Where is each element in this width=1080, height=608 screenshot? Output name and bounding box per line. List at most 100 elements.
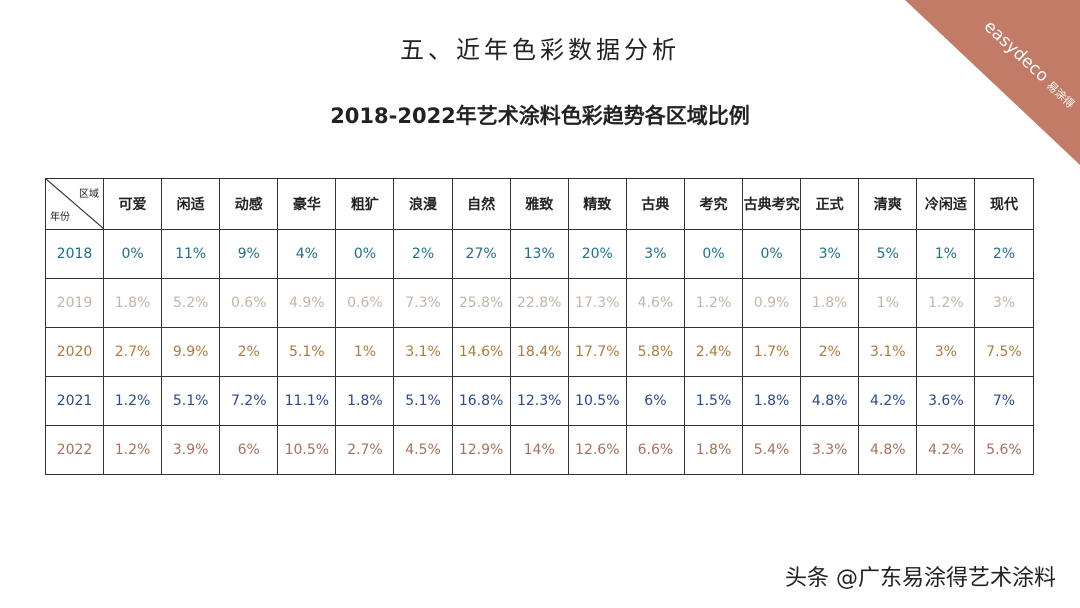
value-cell: 0.9% bbox=[742, 278, 802, 328]
value-cell: 6.6% bbox=[625, 425, 685, 475]
value-cell: 7% bbox=[974, 376, 1034, 426]
corner-cell: 区域 年份 bbox=[45, 178, 104, 230]
value-cell: 12.6% bbox=[567, 425, 627, 475]
value-cell: 1.8% bbox=[335, 376, 395, 426]
year-cell: 2018 bbox=[45, 229, 104, 279]
logo-corner: easydeco 易涂得 bbox=[905, 0, 1080, 165]
value-cell: 1.8% bbox=[742, 376, 802, 426]
value-cell: 0% bbox=[102, 229, 163, 279]
value-cell: 2% bbox=[974, 229, 1034, 279]
value-cell: 5.2% bbox=[161, 278, 221, 328]
value-cell: 3.6% bbox=[916, 376, 976, 426]
column-header: 可爱 bbox=[102, 178, 163, 230]
data-row: 2021 1.2% 5.1% 7.2% 11.1% 1.8% 5.1% 16.8% 12.3% 1… bbox=[45, 376, 1034, 426]
value-cell: 1.8% bbox=[102, 278, 163, 328]
value-cell: 4.5% bbox=[393, 425, 453, 475]
value-cell: 5.8% bbox=[625, 327, 685, 377]
column-header: 浪漫 bbox=[393, 178, 453, 230]
value-cell: 4.9% bbox=[277, 278, 337, 328]
column-header: 正式 bbox=[800, 178, 860, 230]
value-cell: 1.2% bbox=[916, 278, 976, 328]
value-cell: 2.7% bbox=[102, 327, 163, 377]
value-cell: 5.1% bbox=[161, 376, 221, 426]
watermark: 头条 @广东易涂得艺术涂料 bbox=[785, 566, 1056, 591]
value-cell: 6% bbox=[625, 376, 685, 426]
value-cell: 1% bbox=[335, 327, 395, 377]
value-cell: 27% bbox=[451, 229, 511, 279]
value-cell: 3.3% bbox=[800, 425, 860, 475]
value-cell: 4% bbox=[277, 229, 337, 279]
value-cell: 3% bbox=[625, 229, 685, 279]
value-cell: 5.6% bbox=[974, 425, 1034, 475]
value-cell: 1% bbox=[916, 229, 976, 279]
value-cell: 20% bbox=[567, 229, 627, 279]
value-cell: 2.7% bbox=[335, 425, 395, 475]
data-row: 2018 0% 11% 9% 4% 0% 2% 27% 13% 20% 3% 0% 0% 3% 5% 1% 2% bbox=[45, 229, 1034, 279]
value-cell: 4.2% bbox=[858, 376, 918, 426]
value-cell: 2% bbox=[219, 327, 279, 377]
value-cell: 1.2% bbox=[102, 376, 163, 426]
value-cell: 3% bbox=[916, 327, 976, 377]
year-cell: 2020 bbox=[45, 327, 104, 377]
value-cell: 12.9% bbox=[451, 425, 511, 475]
value-cell: 4.2% bbox=[916, 425, 976, 475]
value-cell: 10.5% bbox=[277, 425, 337, 475]
value-cell: 1.2% bbox=[102, 425, 163, 475]
value-cell: 17.3% bbox=[567, 278, 627, 328]
subtitle: 2018-2022年艺术涂料色彩趋势各区域比例 bbox=[330, 104, 750, 128]
column-header: 考究 bbox=[683, 178, 744, 230]
value-cell: 9.9% bbox=[161, 327, 221, 377]
value-cell: 14% bbox=[509, 425, 569, 475]
value-cell: 3.1% bbox=[858, 327, 918, 377]
value-cell: 0% bbox=[742, 229, 802, 279]
value-cell: 4.8% bbox=[800, 376, 860, 426]
data-row: 2020 2.7% 9.9% 2% 5.1% 1% 3.1% 14.6% 18.4% 17.7% 5… bbox=[45, 327, 1034, 377]
value-cell: 5.1% bbox=[277, 327, 337, 377]
value-cell: 0.6% bbox=[219, 278, 279, 328]
column-label: 区域 bbox=[79, 189, 99, 200]
column-header: 闲适 bbox=[161, 178, 221, 230]
value-cell: 25.8% bbox=[451, 278, 511, 328]
value-cell: 11.1% bbox=[277, 376, 337, 426]
value-cell: 3.1% bbox=[393, 327, 453, 377]
value-cell: 7.2% bbox=[219, 376, 279, 426]
column-header: 雅致 bbox=[509, 178, 569, 230]
column-header: 清爽 bbox=[858, 178, 918, 230]
value-cell: 2% bbox=[393, 229, 453, 279]
column-header: 古典 bbox=[625, 178, 685, 230]
value-cell: 13% bbox=[509, 229, 569, 279]
column-header: 冷闲适 bbox=[916, 178, 976, 230]
value-cell: 16.8% bbox=[451, 376, 511, 426]
value-cell: 1.8% bbox=[683, 425, 744, 475]
value-cell: 0.6% bbox=[335, 278, 395, 328]
column-header: 古典考究 bbox=[742, 178, 802, 230]
year-cell: 2022 bbox=[45, 425, 104, 475]
data-table: 区域 年份 可爱 闲适 动感 豪华 粗犷 浪漫 自然 雅致 精致 古典 考究 古典考究 正式 清爽 冷闲适现… bbox=[45, 178, 1034, 475]
value-cell: 4.8% bbox=[858, 425, 918, 475]
data-row: 2022 1.2% 3.9% 6% 10.5% 2.7% 4.5% 12.9% 14% 12.6%… bbox=[45, 425, 1034, 475]
value-cell: 11% bbox=[161, 229, 221, 279]
value-cell: 5.1% bbox=[393, 376, 453, 426]
value-cell: 17.7% bbox=[567, 327, 627, 377]
column-header: 豪华 bbox=[277, 178, 337, 230]
value-cell: 18.4% bbox=[509, 327, 569, 377]
value-cell: 2% bbox=[800, 327, 860, 377]
value-cell: 9% bbox=[219, 229, 279, 279]
value-cell: 3.9% bbox=[161, 425, 221, 475]
corner-diagonal bbox=[46, 179, 103, 229]
value-cell: 4.6% bbox=[625, 278, 685, 328]
data-row: 2019 1.8% 5.2% 0.6% 4.9% 0.6% 7.3% 25.8% 22.8% 17… bbox=[45, 278, 1034, 328]
value-cell: 2.4% bbox=[683, 327, 744, 377]
column-header: 精致 bbox=[567, 178, 627, 230]
header-row: 区域 年份 可爱 闲适 动感 豪华 粗犷 浪漫 自然 雅致 精致 古典 考究 古典考究 正式 清爽 冷闲适现… bbox=[45, 178, 1034, 230]
column-header: 现代 bbox=[974, 178, 1034, 230]
value-cell: 7.5% bbox=[974, 327, 1034, 377]
column-header: 动感 bbox=[219, 178, 279, 230]
value-cell: 1% bbox=[858, 278, 918, 328]
value-cell: 1.5% bbox=[683, 376, 744, 426]
year-cell: 2021 bbox=[45, 376, 104, 426]
value-cell: 7.3% bbox=[393, 278, 453, 328]
logo-triangle bbox=[905, 0, 1080, 165]
value-cell: 14.6% bbox=[451, 327, 511, 377]
